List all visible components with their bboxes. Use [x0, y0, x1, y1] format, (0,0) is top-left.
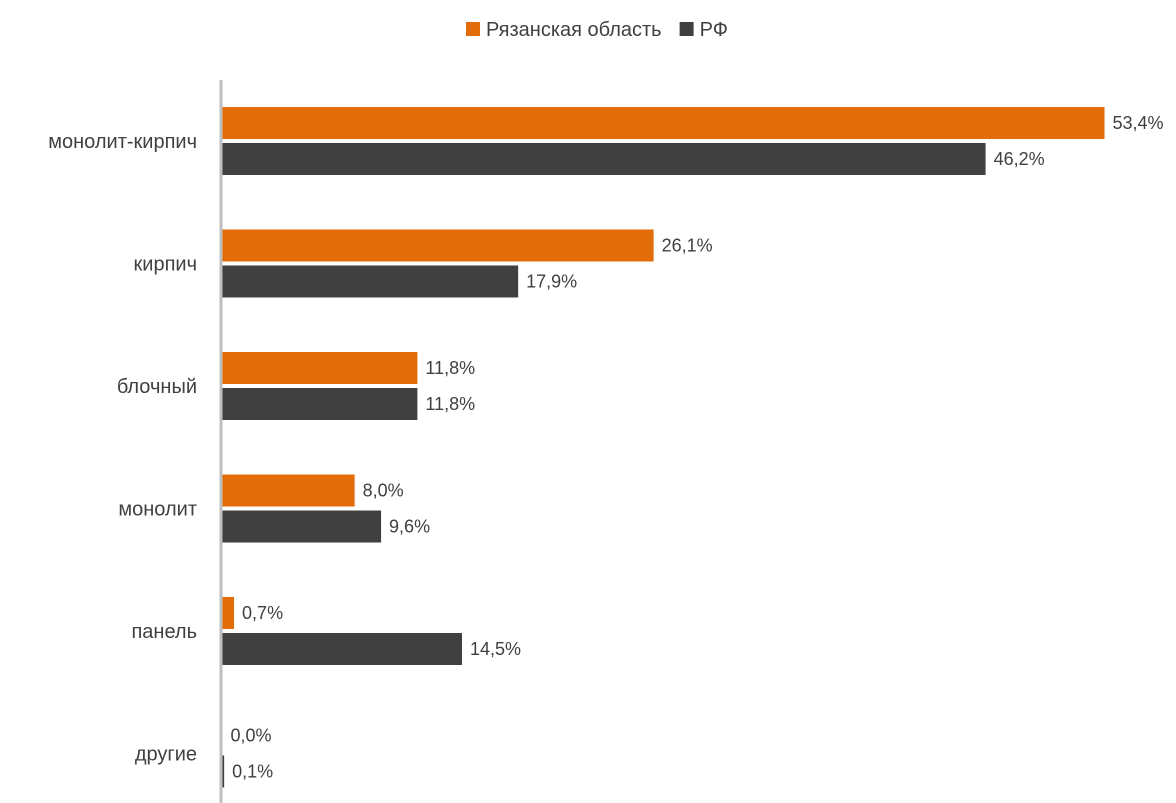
bar-ryazan — [222, 474, 355, 507]
category-label: монолит — [118, 499, 197, 521]
data-label: 0,0% — [231, 726, 272, 746]
bar-rf — [222, 143, 986, 175]
data-label: 0,1% — [232, 762, 273, 782]
data-label: 17,9% — [526, 272, 577, 292]
bar-ryazan — [222, 229, 654, 262]
bar-ryazan — [222, 352, 418, 384]
bars — [222, 107, 1105, 788]
category-label: кирпич — [134, 254, 197, 276]
bar-ryazan — [222, 597, 235, 629]
category-label: блочный — [117, 376, 197, 398]
data-label: 46,2% — [994, 149, 1045, 169]
bar-rf — [222, 755, 225, 788]
data-label: 14,5% — [470, 639, 521, 659]
legend-swatch-1 — [679, 22, 694, 36]
data-labels: 53,4% 46,2% 26,1% 17,9% 11,8% 11,8% 8,0% 9,6% 0,… — [231, 113, 1164, 782]
bar-rf — [222, 633, 462, 665]
legend-swatch-0 — [466, 22, 480, 36]
legend-label-0: Рязанская область — [486, 19, 662, 41]
bar-ryazan — [222, 107, 1105, 139]
category-labels: монолит-кирпич кирпич блочный монолит панель… — [48, 131, 197, 766]
data-label: 0,7% — [242, 603, 283, 623]
legend-label-1: РФ — [700, 19, 728, 41]
data-label: 53,4% — [1113, 113, 1164, 133]
data-label: 9,6% — [389, 517, 430, 537]
bar-rf — [222, 510, 382, 543]
data-label: 8,0% — [363, 481, 404, 501]
category-label: панель — [131, 621, 197, 643]
category-label: другие — [135, 744, 197, 766]
bar-rf — [222, 265, 519, 298]
category-label: монолит-кирпич — [48, 131, 197, 153]
legend: Рязанская область РФ — [466, 19, 728, 41]
bar-rf — [222, 388, 418, 420]
data-label: 11,8% — [425, 394, 475, 414]
data-label: 11,8% — [425, 358, 475, 378]
data-label: 26,1% — [662, 236, 713, 256]
